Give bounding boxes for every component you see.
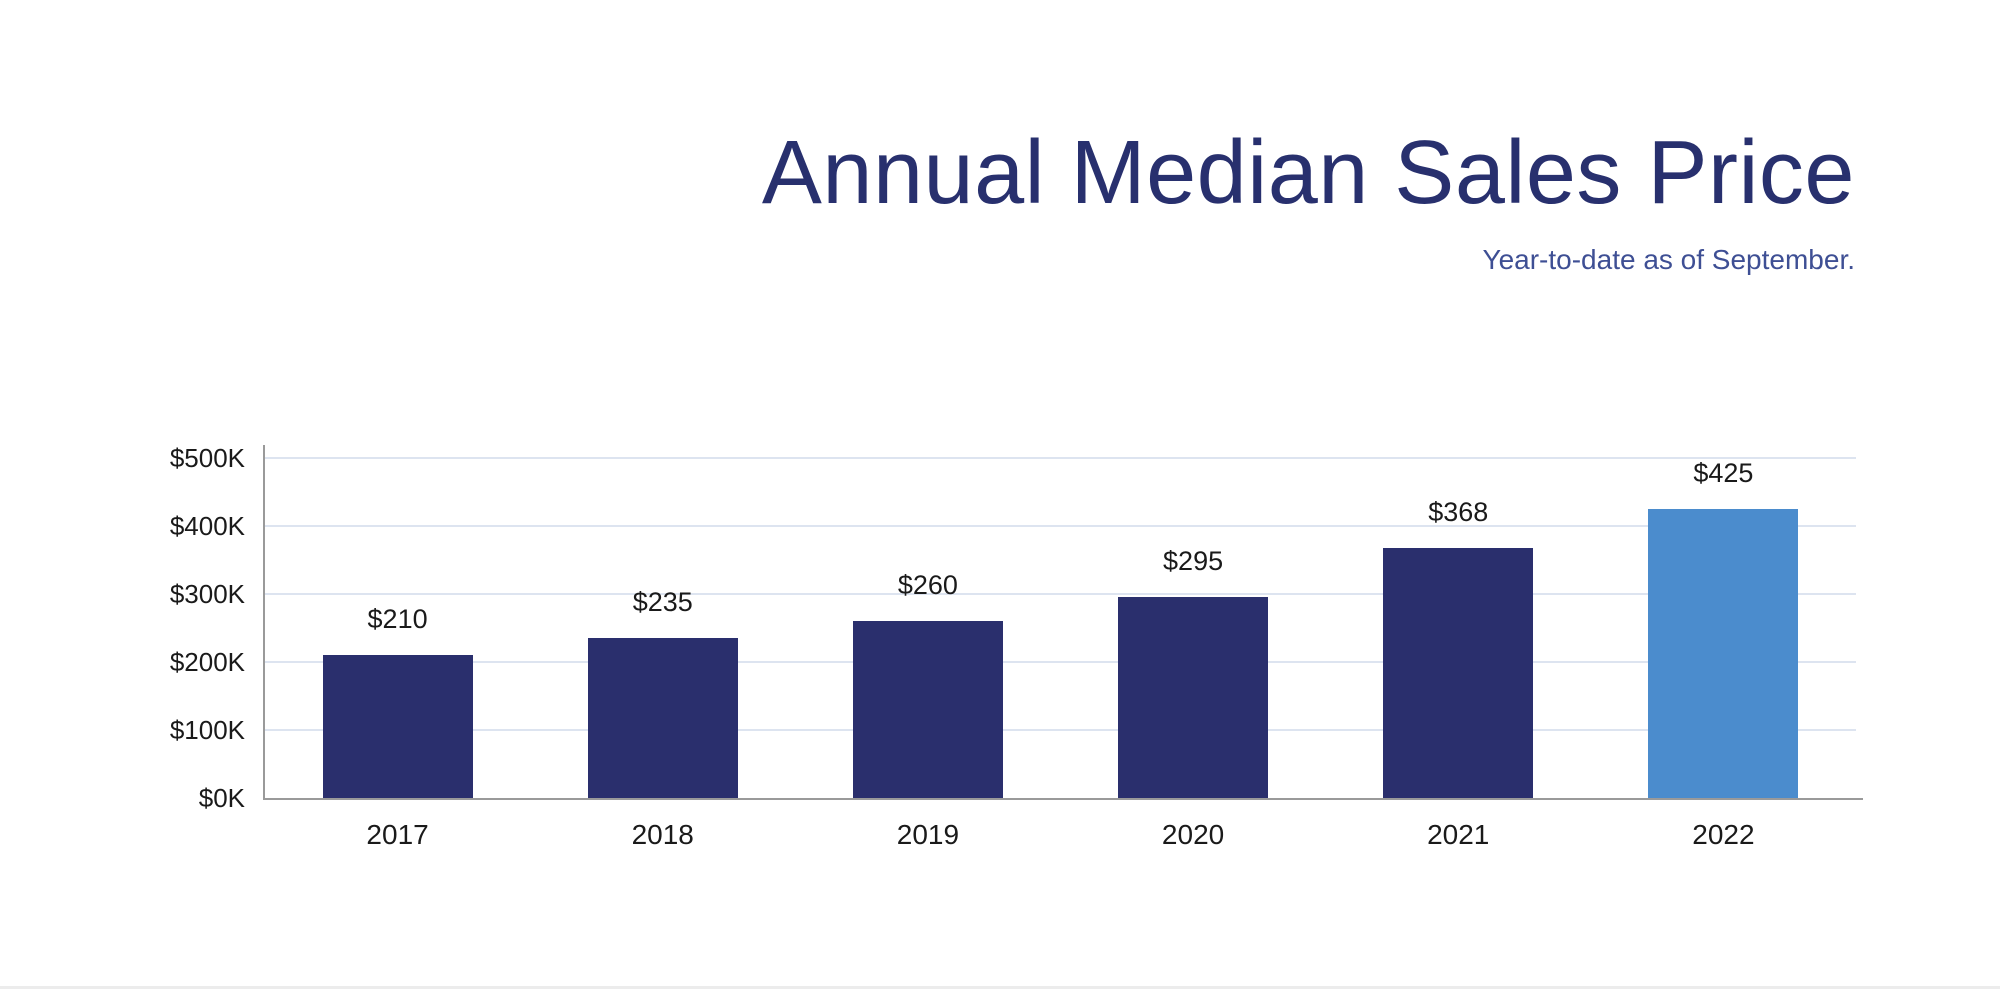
y-axis-line	[263, 445, 265, 798]
gridline	[265, 661, 1856, 663]
bar	[852, 621, 1003, 798]
gridline	[265, 457, 1856, 459]
bar	[587, 638, 738, 798]
chart-subtitle: Year-to-date as of September.	[1482, 244, 1855, 275]
x-axis-label: 2022	[1692, 819, 1755, 850]
bar-value-label: $235	[632, 587, 693, 618]
bar-value-label: $425	[1693, 458, 1754, 488]
x-axis-label: 2020	[1161, 819, 1225, 850]
bar	[1383, 547, 1534, 798]
x-axis-label: 2019	[896, 819, 960, 850]
bottom-edge-divider	[0, 986, 2000, 989]
bar	[1118, 597, 1269, 798]
x-axis-baseline	[263, 798, 1863, 800]
y-axis-label: $0K	[198, 783, 245, 813]
y-axis-label: $500K	[169, 443, 245, 473]
x-axis-label: 2021	[1427, 819, 1490, 850]
bar-value-label: $368	[1428, 496, 1489, 527]
x-axis-label: 2018	[631, 819, 694, 850]
y-axis-label: $200K	[169, 647, 245, 677]
y-axis-label: $400K	[169, 511, 245, 541]
gridline	[265, 593, 1856, 595]
x-axis-label: 2017	[366, 819, 429, 850]
bar-value-label: $295	[1163, 546, 1224, 577]
bar	[1648, 509, 1799, 798]
bar-value-label: $210	[367, 604, 428, 635]
y-axis-label: $100K	[169, 715, 245, 745]
gridline	[265, 729, 1856, 731]
bar-value-label: $260	[897, 570, 958, 601]
y-axis-label: $300K	[169, 579, 245, 609]
gridline	[265, 525, 1856, 527]
chart-title: Annual Median Sales Price	[761, 123, 1855, 223]
bar	[322, 655, 473, 798]
